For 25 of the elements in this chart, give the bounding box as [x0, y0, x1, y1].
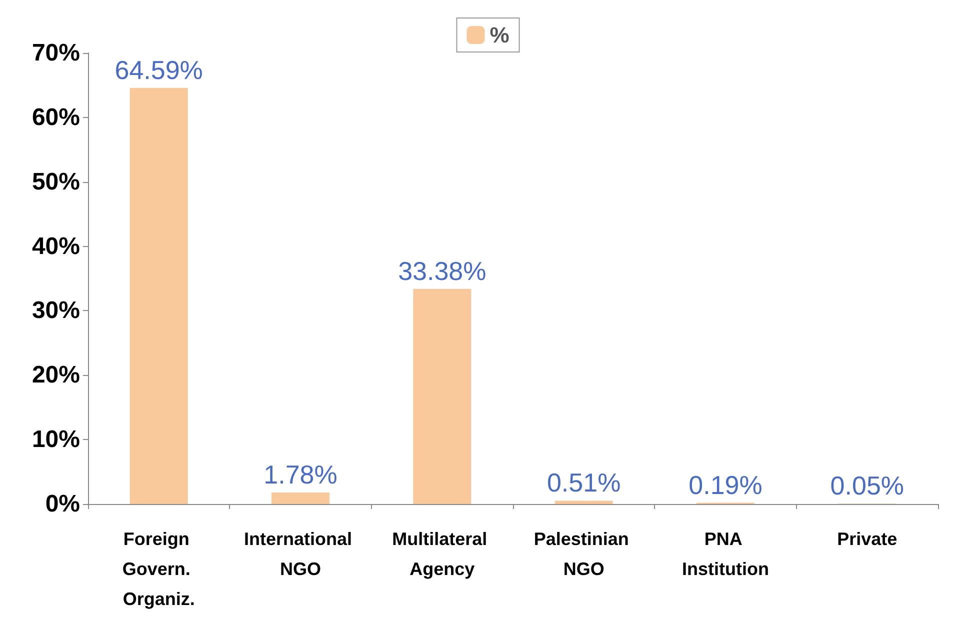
y-tick-label: 10% [32, 426, 80, 454]
data-label: 1.78% [264, 460, 338, 490]
legend-label: % [490, 22, 510, 48]
y-tick-label: 70% [32, 40, 80, 66]
x-tick-label: Private [837, 529, 898, 549]
data-label: 0.19% [688, 470, 762, 500]
y-tick-label: 60% [32, 104, 80, 131]
bar [272, 492, 330, 504]
x-tick-label: International NGO [244, 529, 358, 579]
bar [130, 88, 188, 504]
y-tick-label: 20% [32, 362, 80, 389]
x-tick-label: Multilateral Agency [392, 529, 492, 579]
x-tick-label: Palestinian NGO [534, 529, 634, 579]
data-label: 0.05% [830, 470, 904, 501]
data-label: 64.59% [114, 54, 203, 85]
y-tick-label: 40% [32, 232, 80, 260]
y-tick-label: 30% [32, 297, 80, 324]
x-tick-label: Foreign Govern. Organiz. [122, 529, 196, 609]
data-label: 0.51% [546, 468, 621, 498]
y-tick-label: 50% [32, 168, 80, 196]
x-tick-label: PNA Institution [682, 529, 769, 579]
bar [554, 500, 613, 504]
bar [413, 288, 472, 504]
data-label: 33.38% [398, 256, 486, 286]
y-tick-label: 0% [45, 490, 80, 518]
